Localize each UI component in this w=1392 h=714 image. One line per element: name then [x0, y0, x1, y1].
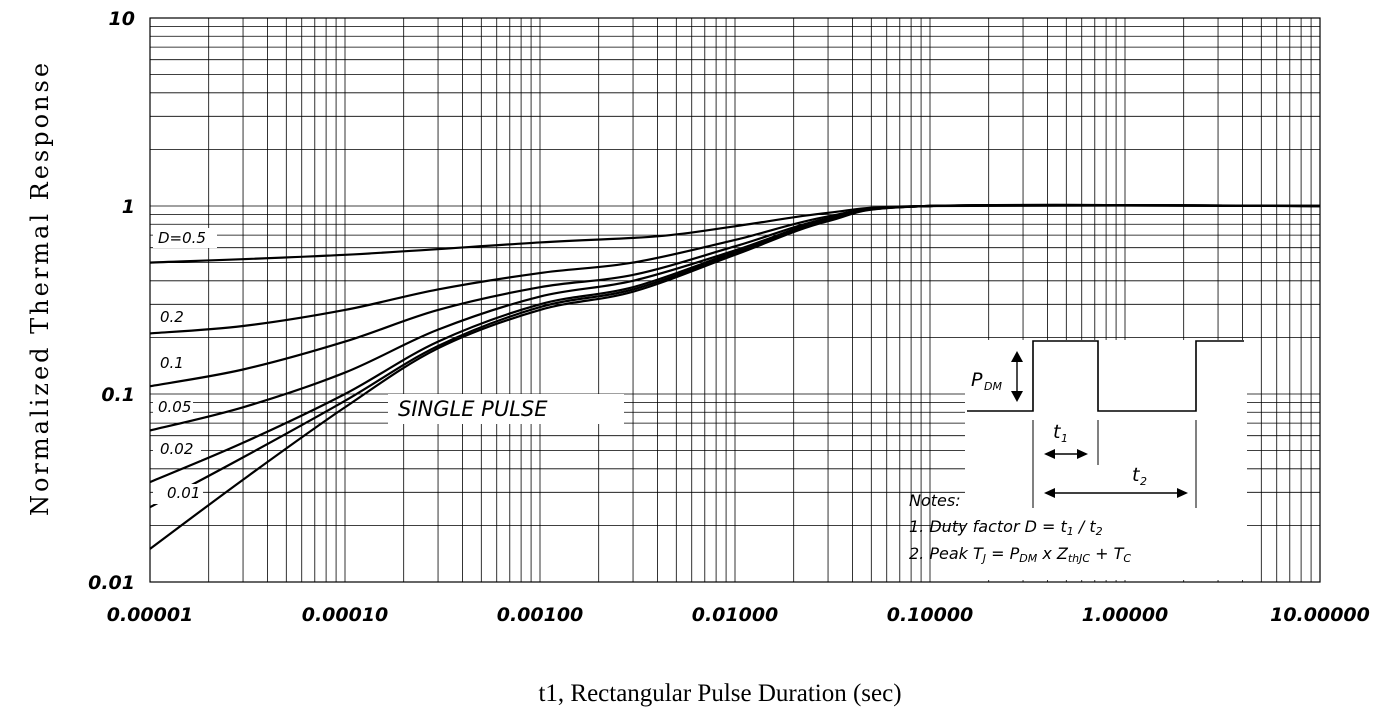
note-1: 1. Duty factor D = t1 / t2	[909, 517, 1103, 538]
x-tick-label: 0.00010	[302, 604, 389, 626]
series-label-single-pulse: SINGLE PULSE	[398, 397, 548, 421]
x-tick-label: 0.10000	[887, 604, 974, 626]
y-tick-label: 0.1	[101, 384, 135, 406]
note-2: 2. Peak TJ = PDM x ZthJC + TC	[909, 544, 1131, 565]
series-label-d002: 0.02	[160, 440, 193, 458]
y-tick-label: 1	[122, 196, 135, 218]
series-label-group: D=0.5 0.2 0.1 0.05 0.02 0.01 SINGLE PULS…	[153, 228, 624, 504]
series-label-d01: 0.1	[160, 354, 184, 372]
t1-subscript: 1	[1061, 432, 1068, 445]
x-tick-label: 0.00100	[497, 604, 584, 626]
series-curves	[149, 203, 1321, 550]
x-tick-label: 1.00000	[1082, 604, 1169, 626]
x-tick-label: 0.01000	[692, 604, 779, 626]
t2-subscript: 2	[1140, 475, 1147, 488]
y-tick-label: 10	[109, 8, 135, 30]
x-tick-label: 0.00001	[107, 604, 194, 626]
series-line-6	[149, 203, 1321, 550]
axis-ticks: 0.00001 0.00010 0.00100 0.01000 0.10000 1.000…	[88, 8, 1370, 626]
series-label-d05: D=0.5	[158, 229, 206, 247]
t2-label: t	[1132, 464, 1141, 486]
x-tick-label: 10.00000	[1270, 604, 1370, 626]
series-label-d02: 0.2	[160, 308, 184, 326]
y-axis-label: Normalized Thermal Response	[26, 60, 54, 516]
p-dm-label: P	[971, 369, 983, 391]
t1-label: t	[1053, 421, 1062, 443]
y-tick-label: 0.01	[88, 572, 135, 594]
pulse-waveform	[967, 340, 1244, 412]
pulse-inset-diagram: P DM t 1 t 2 Notes: 1. Duty factor D = t…	[909, 340, 1247, 580]
series-label-d005: 0.05	[158, 398, 191, 416]
x-axis-label: t1, Rectangular Pulse Duration (sec)	[538, 680, 901, 707]
series-label-d001: 0.01	[167, 484, 200, 502]
p-dm-subscript: DM	[984, 380, 1002, 393]
notes-title: Notes:	[909, 491, 961, 510]
